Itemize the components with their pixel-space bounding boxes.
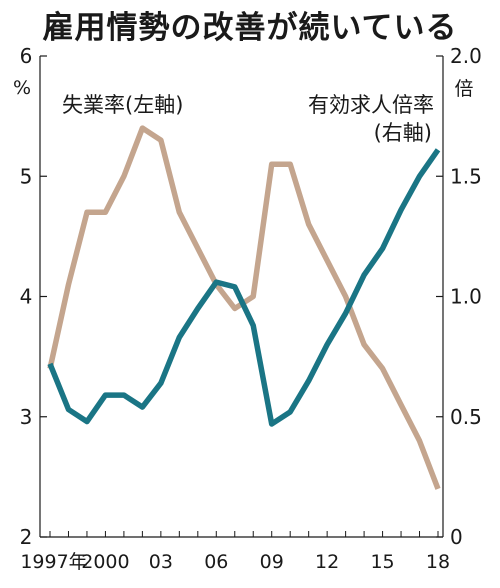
- x-tick-label: 09: [260, 551, 284, 573]
- x-tick-label: 03: [149, 551, 173, 573]
- right-tick-label: 0.5: [450, 405, 482, 429]
- right-tick-label: 0: [450, 525, 463, 549]
- chart-title: 雇用情勢の改善が続いている: [42, 10, 458, 46]
- right-axis-unit: 倍: [454, 78, 473, 100]
- right-tick-label: 1.5: [450, 164, 482, 188]
- series-label-job-ratio: 有効求人倍率(右軸): [308, 93, 434, 145]
- x-tick-label: 12: [315, 551, 339, 573]
- x-tick-label: 15: [370, 551, 394, 573]
- left-tick-label: 5: [20, 164, 33, 188]
- x-tick-label: 18: [426, 551, 450, 573]
- axes: [39, 55, 444, 538]
- left-tick-label: 2: [20, 525, 33, 549]
- series-label-unemployment: 失業率(左軸): [62, 93, 183, 117]
- x-tick-label: 06: [204, 551, 228, 573]
- right-tick-label: 1.0: [450, 285, 482, 309]
- x-tick-label: 2000: [81, 551, 129, 573]
- left-tick-label: 3: [20, 405, 33, 429]
- left-tick-label: 4: [20, 285, 33, 309]
- series-line-1: [47, 148, 441, 427]
- x-tick-label: 1997年: [20, 551, 87, 573]
- series-lines: [47, 125, 441, 490]
- left-axis-unit: %: [13, 77, 31, 99]
- left-tick-label: 6: [20, 44, 33, 68]
- right-tick-label: 2.0: [450, 44, 482, 68]
